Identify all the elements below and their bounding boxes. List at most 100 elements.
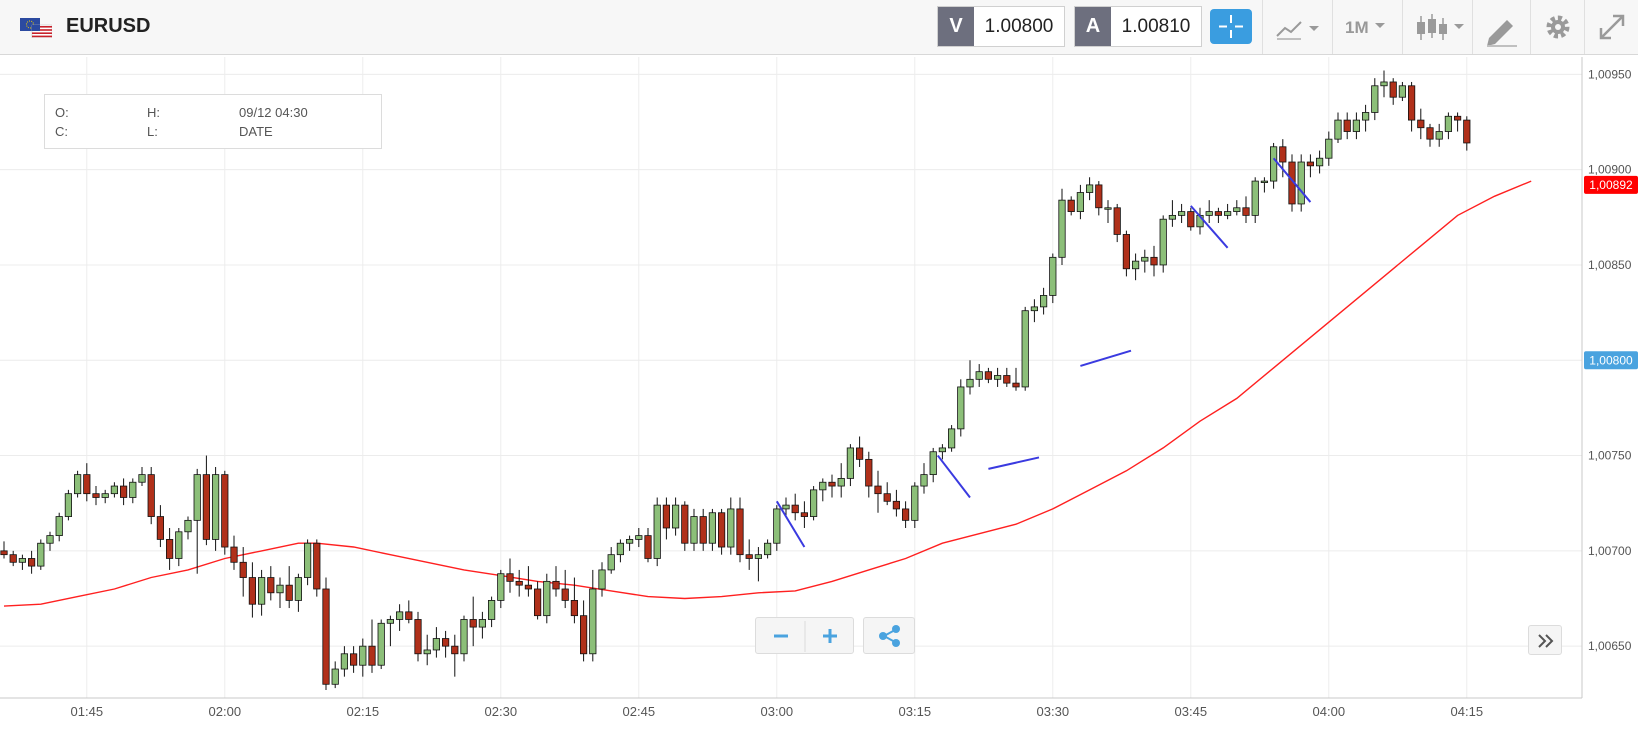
candle-body xyxy=(948,428,956,449)
chart-type-button[interactable] xyxy=(1402,0,1472,54)
candle xyxy=(948,425,956,452)
x-tick-label: 02:15 xyxy=(347,704,380,719)
candle xyxy=(681,501,689,551)
drawing-tools-button[interactable] xyxy=(1472,0,1530,54)
candle-body xyxy=(1095,184,1103,209)
candle-body xyxy=(1343,119,1351,132)
candle-body xyxy=(570,600,579,617)
candle xyxy=(1122,230,1130,277)
candle-body xyxy=(1086,184,1094,193)
candle-body xyxy=(1408,85,1416,121)
candle-body xyxy=(524,584,533,590)
candle xyxy=(515,569,523,597)
candle xyxy=(534,581,542,620)
candle xyxy=(423,634,431,666)
candle xyxy=(441,630,450,658)
candle-body xyxy=(580,615,588,655)
share-button[interactable] xyxy=(863,617,915,654)
candle xyxy=(1040,287,1048,315)
candle xyxy=(1426,123,1434,147)
candle-body xyxy=(478,619,487,628)
candle-body xyxy=(267,577,275,594)
y-tick-label: 1,00950 xyxy=(1588,67,1632,81)
candle-body xyxy=(506,573,514,582)
close-label: C: xyxy=(55,124,68,139)
candle xyxy=(1187,207,1195,231)
candle-body xyxy=(414,619,422,655)
candle xyxy=(1408,81,1416,132)
candle-body xyxy=(745,554,753,559)
bid-value: 1.00800 xyxy=(984,16,1054,37)
zoom-out-button[interactable] xyxy=(756,618,805,655)
candle xyxy=(745,539,753,570)
candle-body xyxy=(1426,127,1434,140)
candle-body xyxy=(1242,207,1250,216)
double-chevron-right-icon xyxy=(1538,634,1554,648)
candle xyxy=(1012,367,1020,391)
moving-average-layer xyxy=(3,180,1532,607)
candle xyxy=(165,527,174,570)
trendline xyxy=(1080,349,1132,367)
crosshair-button[interactable] xyxy=(1210,9,1252,44)
x-tick-label: 02:00 xyxy=(209,704,242,719)
candle xyxy=(1003,367,1011,387)
fullscreen-button[interactable] xyxy=(1584,0,1638,54)
candle xyxy=(1049,253,1057,304)
x-tick-label: 03:30 xyxy=(1037,704,1070,719)
candle-body xyxy=(635,535,643,540)
ask-price-button[interactable]: A 1.00810 xyxy=(1074,6,1202,47)
zoom-in-button[interactable] xyxy=(806,618,855,655)
indicators-button[interactable] xyxy=(1262,0,1332,54)
candle xyxy=(920,463,928,494)
bid-tag: V xyxy=(938,7,974,46)
candle xyxy=(110,482,118,498)
candle-body xyxy=(202,474,210,540)
candle-body xyxy=(754,554,763,559)
candle-body xyxy=(285,584,293,601)
candle-body xyxy=(165,539,174,559)
candle-body xyxy=(589,588,597,655)
candle xyxy=(856,436,864,467)
candle xyxy=(349,646,358,673)
candle-body xyxy=(46,535,54,544)
candle xyxy=(451,634,459,677)
candle-body xyxy=(1159,218,1167,266)
candle-body xyxy=(349,653,358,666)
candle-body xyxy=(1067,199,1075,212)
candle xyxy=(984,367,993,384)
candle xyxy=(1435,123,1443,147)
candle-body xyxy=(74,474,82,495)
candle xyxy=(193,468,201,574)
candle xyxy=(543,573,551,624)
candle xyxy=(1260,177,1268,193)
candle xyxy=(994,367,1002,387)
settings-button[interactable] xyxy=(1530,0,1584,54)
timeframe-button[interactable]: 1M xyxy=(1332,0,1402,54)
candle xyxy=(221,470,229,555)
candle-body xyxy=(718,512,726,548)
candle xyxy=(1076,184,1084,220)
candle xyxy=(1334,112,1342,143)
candle xyxy=(938,444,947,460)
candle xyxy=(911,482,919,528)
bid-price-button[interactable]: V 1.00800 xyxy=(937,6,1065,47)
candle xyxy=(561,569,569,609)
candle xyxy=(662,497,671,540)
candle-body xyxy=(184,519,192,533)
candle-body xyxy=(423,649,431,655)
candle-body xyxy=(313,542,321,590)
scroll-to-latest-button[interactable] xyxy=(1528,625,1562,655)
candle xyxy=(616,539,625,563)
candle xyxy=(395,604,404,631)
candle xyxy=(1398,81,1406,102)
candle-body xyxy=(83,474,91,495)
candle-body xyxy=(681,504,689,544)
candle xyxy=(1371,78,1379,121)
candle-body xyxy=(322,588,330,685)
candle-body xyxy=(1325,138,1333,159)
candle xyxy=(718,508,726,555)
candle-body xyxy=(938,447,947,453)
candle xyxy=(764,539,772,559)
candle xyxy=(1095,181,1103,216)
